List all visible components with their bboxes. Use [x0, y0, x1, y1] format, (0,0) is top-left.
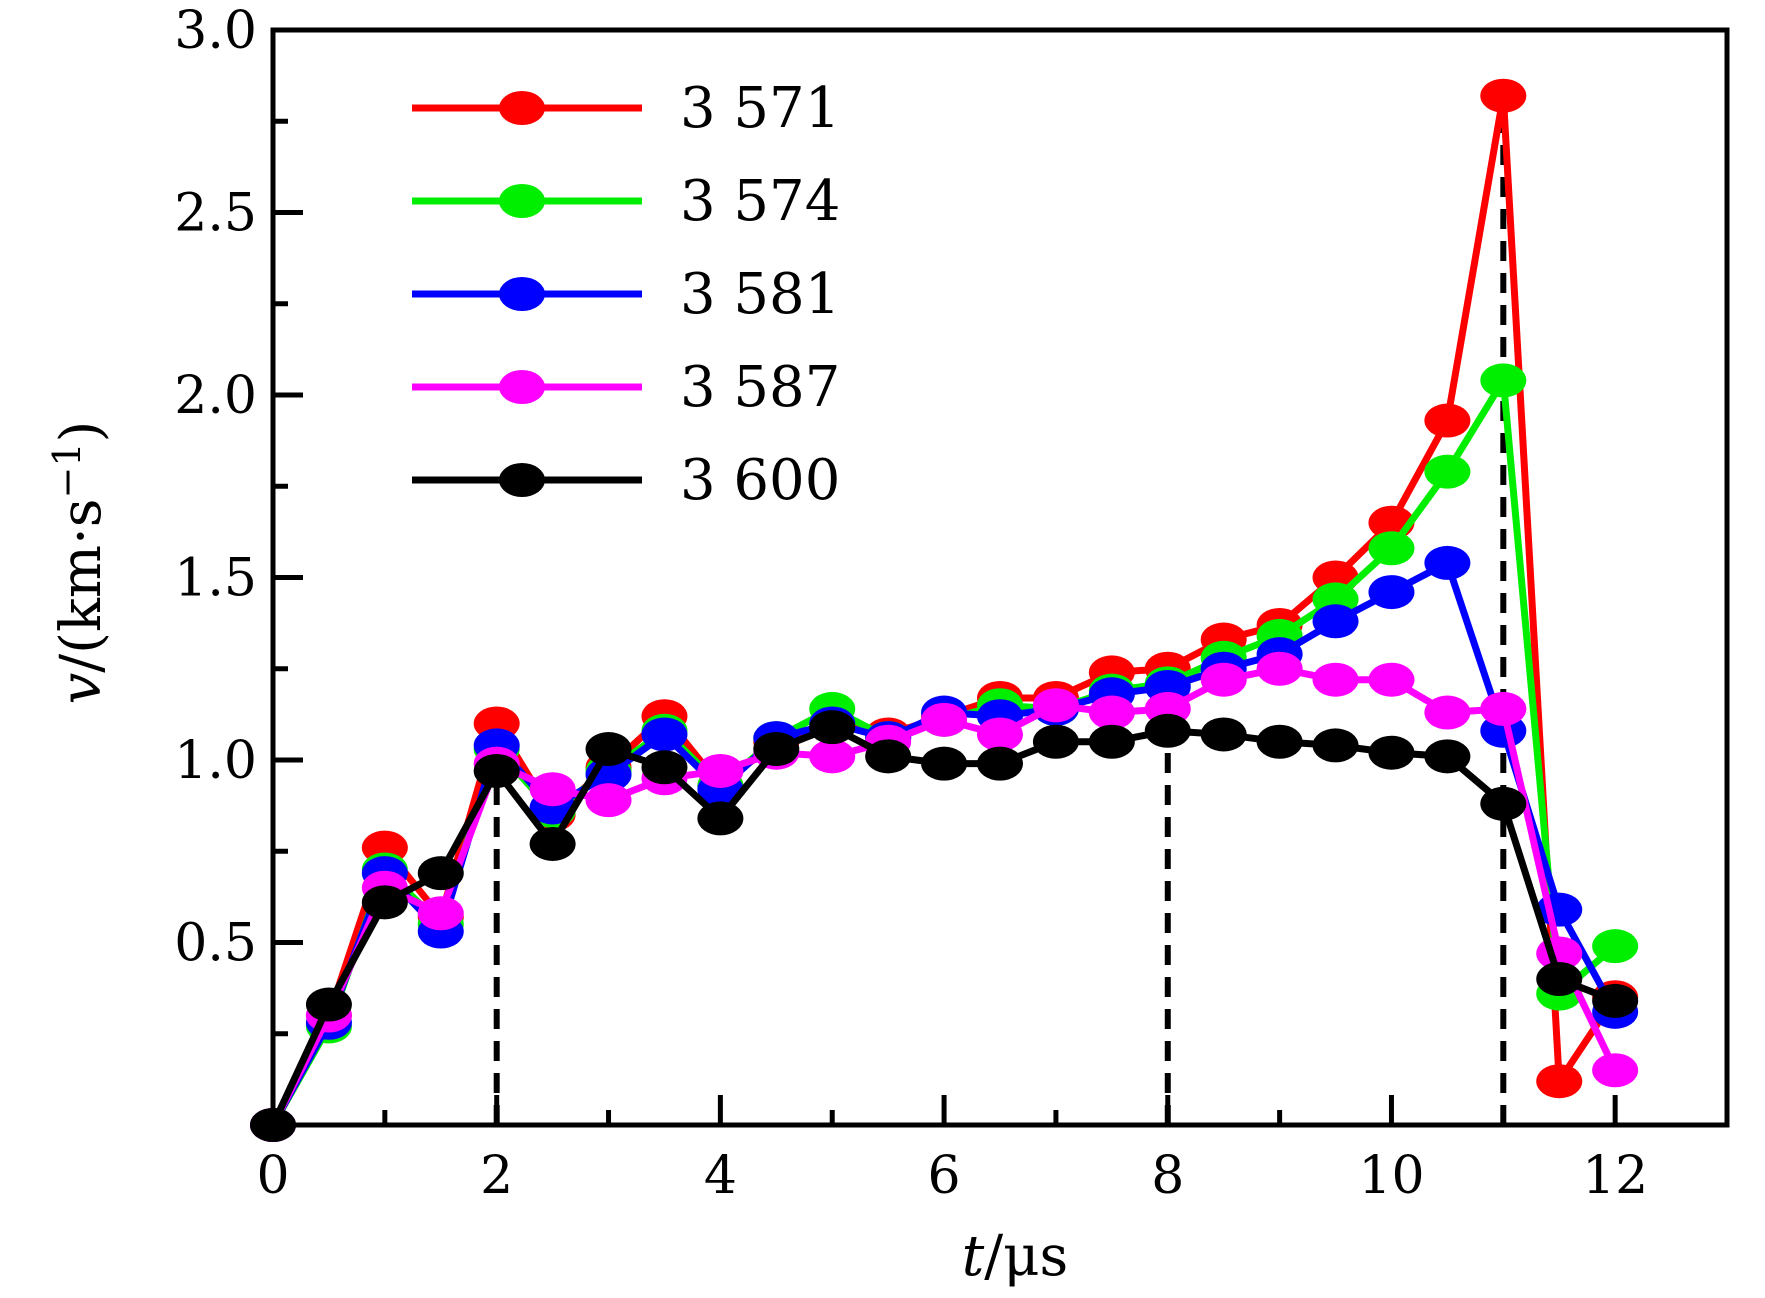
x-tick-label: 12 — [1582, 1146, 1648, 1206]
y-axis-unit: /(km·s — [49, 498, 114, 672]
series-layer — [250, 78, 1639, 1142]
data-point — [529, 826, 576, 861]
data-point — [977, 746, 1023, 781]
x-axis-label: t/μs — [962, 1224, 1069, 1289]
x-tick-label: 0 — [256, 1146, 289, 1206]
series-line — [269, 665, 1619, 1127]
x-tick-label: 8 — [1151, 1146, 1184, 1206]
legend-label: 3 587 — [680, 355, 840, 420]
data-point — [1480, 691, 1527, 726]
data-point — [417, 856, 464, 891]
x-tick-label: 10 — [1358, 1146, 1424, 1206]
data-point — [809, 710, 856, 745]
series-line — [269, 92, 1619, 1127]
x-tick-label: 2 — [480, 1146, 513, 1206]
data-point — [1592, 929, 1639, 964]
x-tick-labels: 0 2 4 6 8 10 12 — [256, 1146, 1648, 1206]
data-point — [641, 717, 688, 752]
data-point — [1536, 962, 1583, 996]
data-point — [473, 753, 520, 788]
legend-label: 3 600 — [680, 448, 840, 513]
data-point — [1312, 728, 1359, 763]
y-axis-var: v — [49, 672, 114, 704]
series-line — [269, 559, 1619, 1127]
data-point — [1480, 78, 1527, 113]
data-point — [529, 772, 576, 807]
data-point — [1368, 662, 1415, 697]
legend: 3 571 3 574 3 581 3 587 3 600 — [412, 76, 840, 513]
y-tick-label: 1.0 — [174, 731, 257, 791]
legend-label: 3 574 — [680, 169, 840, 234]
data-point — [1088, 724, 1135, 759]
series-group — [250, 78, 1639, 1142]
y-tick-label: 2.0 — [174, 366, 257, 426]
legend-label: 3 571 — [680, 76, 840, 141]
data-point — [753, 732, 800, 767]
y-axis-label: v/(km·s−1) — [45, 421, 114, 705]
data-point — [1032, 688, 1079, 723]
data-point — [585, 732, 632, 767]
data-point — [305, 987, 352, 1022]
y-axis-close: ) — [49, 421, 114, 443]
data-point — [977, 717, 1023, 752]
y-tick-label: 0.5 — [174, 914, 257, 974]
data-point — [1200, 662, 1247, 697]
data-point — [921, 702, 968, 737]
data-point — [1424, 454, 1471, 489]
data-point — [1424, 695, 1471, 730]
data-point — [1368, 531, 1415, 566]
y-tick-label: 1.5 — [174, 549, 257, 609]
data-point — [417, 896, 464, 931]
legend-marker — [499, 184, 545, 218]
data-point — [1200, 717, 1247, 752]
data-point — [361, 885, 408, 920]
x-axis-var: t — [962, 1224, 985, 1289]
series-line — [269, 723, 1617, 1127]
reference-lines — [493, 95, 1507, 1125]
y-tick-labels: 0.5 1.0 1.5 2.0 2.5 3.0 — [174, 1, 257, 974]
data-point — [1256, 651, 1303, 686]
data-point — [865, 739, 912, 774]
data-point — [1424, 403, 1471, 438]
data-point — [1480, 363, 1527, 398]
data-point — [1424, 545, 1471, 580]
data-point — [1368, 575, 1415, 610]
data-point — [1592, 983, 1639, 1018]
legend-marker — [499, 277, 545, 311]
y-tick-label: 3.0 — [174, 1, 257, 61]
data-point — [697, 801, 744, 836]
data-point — [921, 746, 968, 781]
data-point — [1144, 713, 1191, 748]
series-group — [250, 710, 1639, 1142]
data-point — [697, 753, 744, 788]
data-point — [585, 783, 632, 818]
x-tick-label: 4 — [704, 1146, 737, 1206]
data-point — [1424, 739, 1471, 774]
legend-marker — [499, 91, 545, 125]
data-point — [1536, 1064, 1583, 1099]
data-point — [641, 750, 688, 785]
y-tick-label: 2.5 — [174, 184, 257, 244]
data-point — [1312, 662, 1359, 697]
data-point — [1256, 724, 1303, 759]
legend-marker — [499, 463, 545, 497]
legend-label: 3 581 — [680, 262, 840, 327]
legend-marker — [499, 370, 545, 404]
data-point — [1480, 786, 1527, 821]
x-tick-label: 6 — [928, 1146, 961, 1206]
data-point — [1592, 1053, 1639, 1088]
data-point — [1088, 695, 1135, 730]
data-point — [1032, 724, 1079, 759]
data-point — [1312, 604, 1359, 639]
axis-ticks — [270, 27, 1730, 1125]
data-point — [1368, 735, 1415, 770]
series-group — [250, 651, 1639, 1142]
x-axis-unit: /μs — [984, 1224, 1068, 1289]
data-point — [809, 739, 856, 774]
y-axis-sup: −1 — [45, 442, 89, 498]
